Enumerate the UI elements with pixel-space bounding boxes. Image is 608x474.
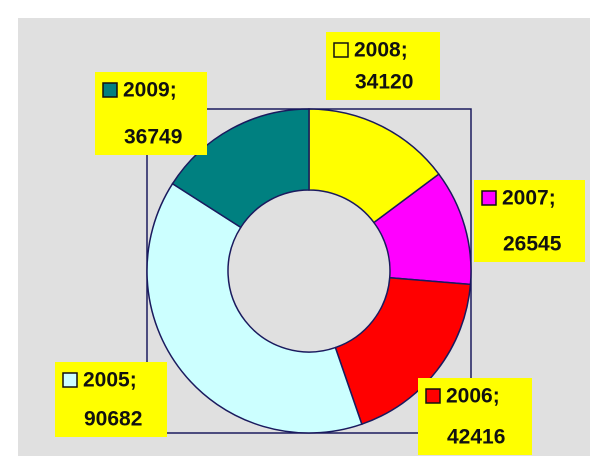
data-label-value: 90682 [84, 408, 142, 431]
legend-key [425, 388, 441, 404]
data-label-value: 26545 [503, 233, 562, 256]
data-label-value: 36749 [124, 126, 182, 149]
data-label-category: 2007; [502, 187, 556, 210]
legend-key [62, 372, 78, 388]
data-label-category: 2005; [83, 369, 137, 392]
data-label-category: 2006; [446, 385, 500, 408]
legend-key [481, 190, 497, 206]
data-label-value: 34120 [355, 71, 413, 94]
donut-slice [334, 276, 472, 426]
donut-slice [146, 182, 363, 434]
legend-key [102, 82, 118, 98]
data-label-category: 2009; [123, 79, 177, 102]
data-label-category: 2008; [354, 39, 408, 62]
data-label-value: 42416 [447, 426, 505, 449]
legend-key [333, 42, 349, 58]
